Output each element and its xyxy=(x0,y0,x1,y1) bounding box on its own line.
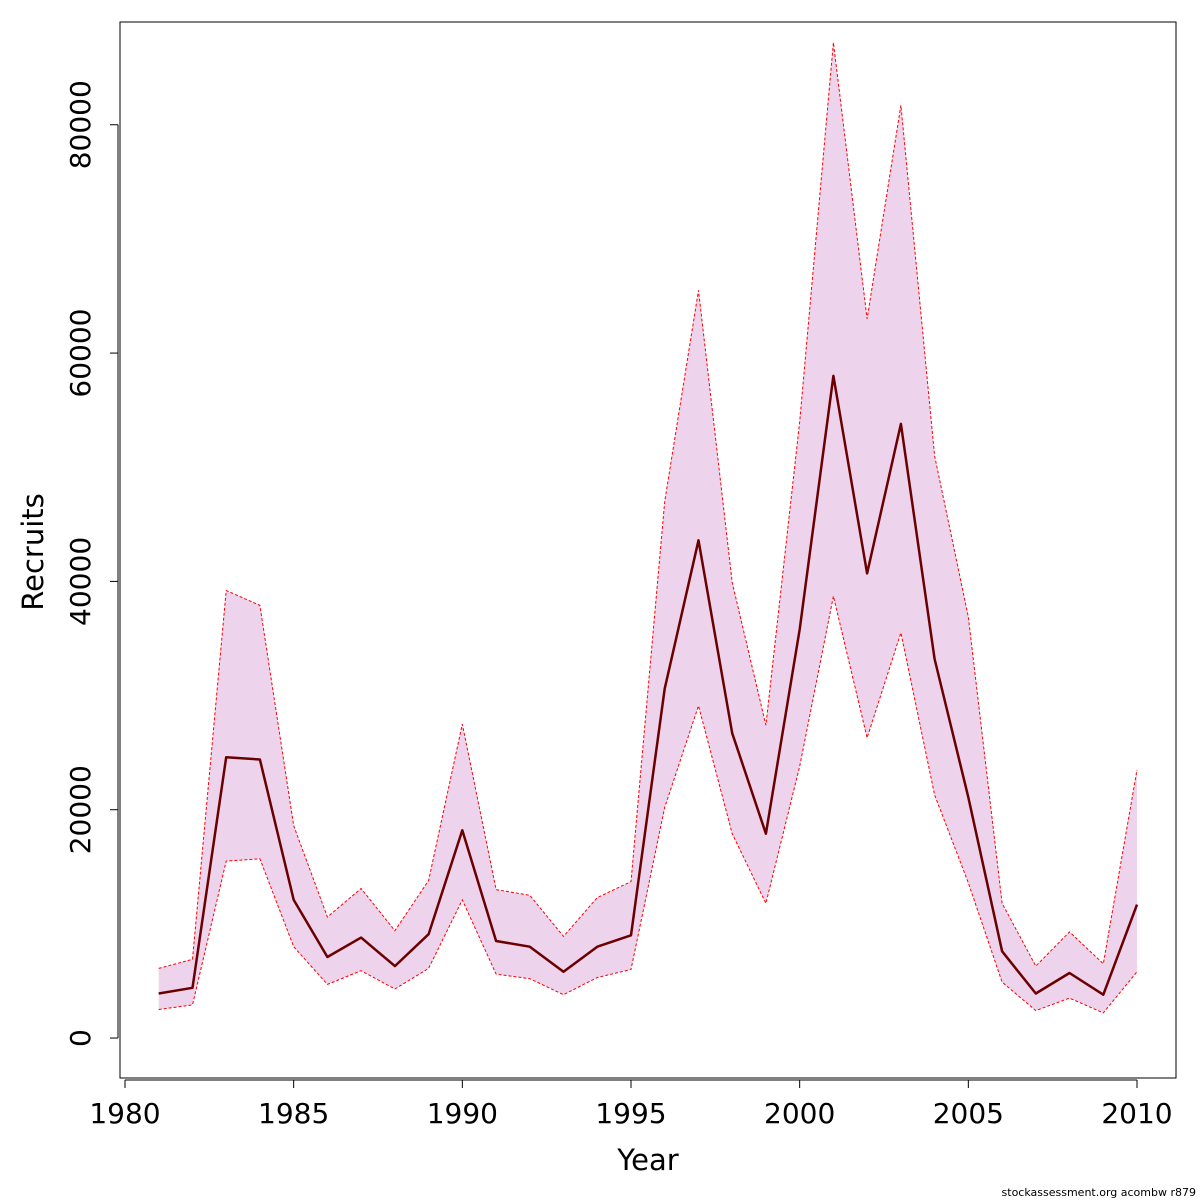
x-axis-title: Year xyxy=(616,1143,678,1177)
x-tick-label: 1995 xyxy=(595,1097,666,1130)
confidence-band xyxy=(158,42,1137,1013)
y-tick-label: 20000 xyxy=(64,765,97,854)
y-tick-label: 60000 xyxy=(64,309,97,398)
x-tick-label: 1980 xyxy=(89,1097,160,1130)
x-tick-label: 1985 xyxy=(258,1097,329,1130)
y-tick-label: 80000 xyxy=(64,80,97,169)
x-tick-label: 2000 xyxy=(764,1097,835,1130)
y-tick-label: 0 xyxy=(64,1029,97,1047)
x-tick-label: 1990 xyxy=(427,1097,498,1130)
footer-credit: stockassessment.org acombw r879 xyxy=(1002,1186,1196,1199)
x-tick-label: 2005 xyxy=(933,1097,1004,1130)
x-tick-label: 2010 xyxy=(1101,1097,1172,1130)
plot-frame xyxy=(119,21,1177,1079)
y-tick-label: 40000 xyxy=(64,537,97,626)
upper-bound-line xyxy=(158,42,1138,969)
estimate-line xyxy=(158,374,1139,996)
lower-bound-line xyxy=(158,596,1138,1014)
y-axis-title: Recruits xyxy=(16,493,50,610)
x-axis: 1980 1985 1990 1995 2000 2005 2010 xyxy=(89,1079,1173,1130)
y-axis: 0 20000 40000 60000 80000 xyxy=(64,80,119,1047)
